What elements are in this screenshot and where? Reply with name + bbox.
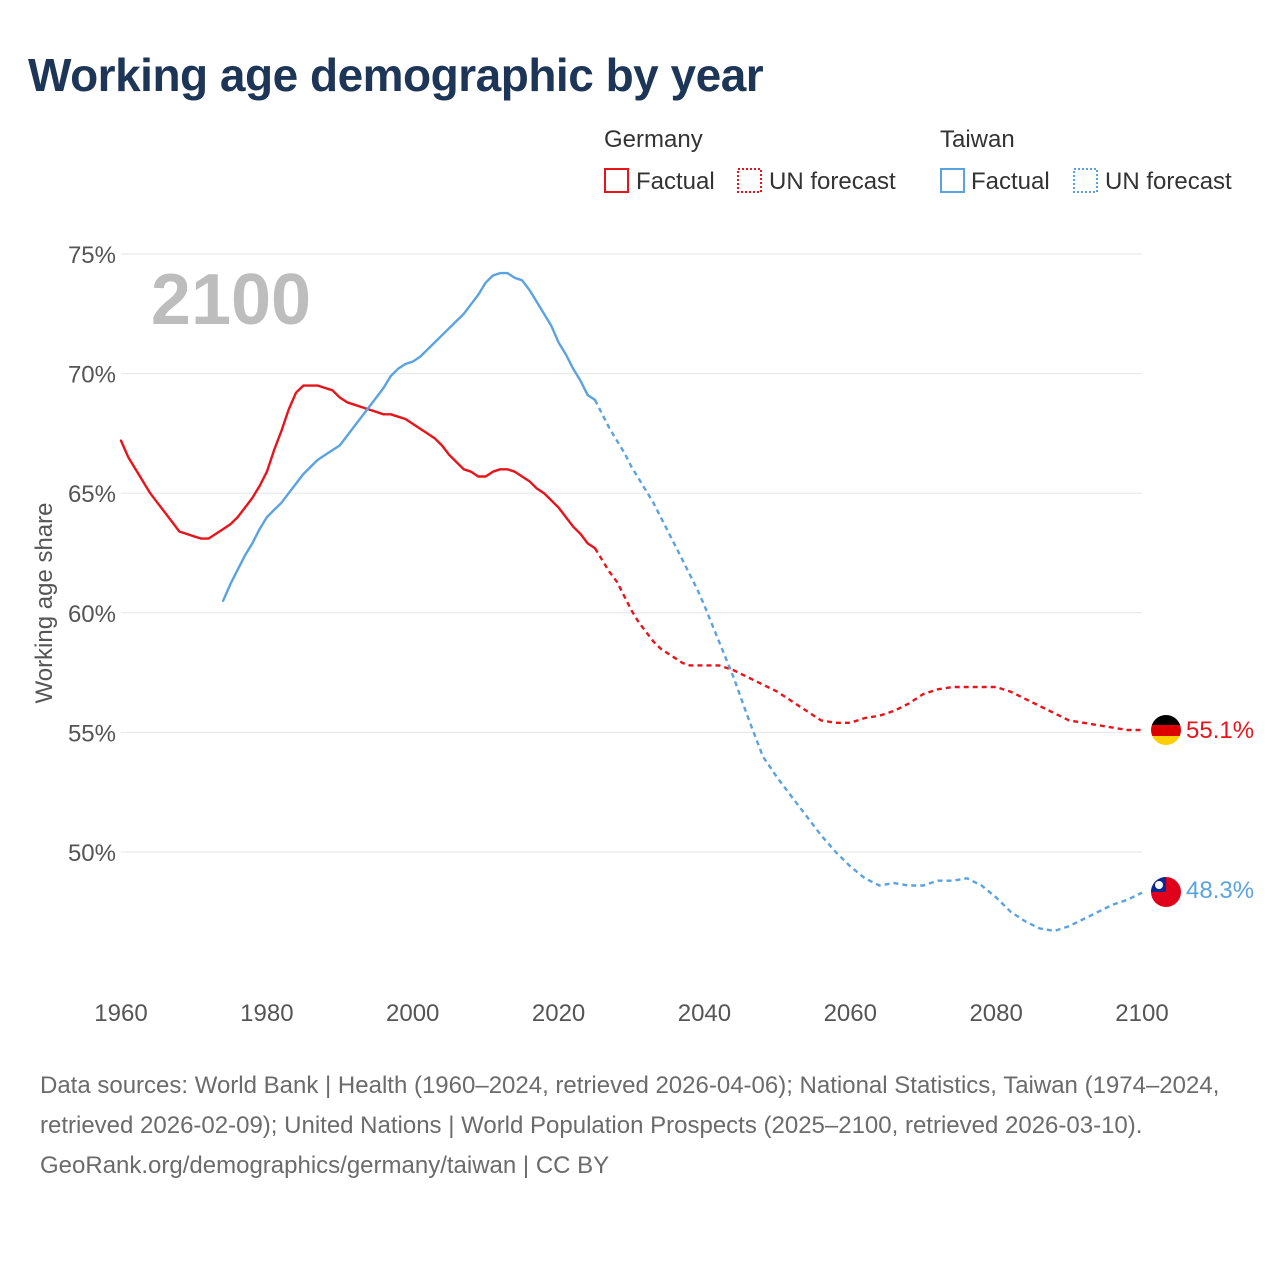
legend-label-taiwan-forecast[interactable]: UN forecast [1105,168,1232,195]
y-tick-label: 55% [68,720,116,747]
footer: Data sources: World Bank | Health (1960–… [40,1066,1250,1186]
legend: Germany Factual UN forecast Taiwan Factu… [604,126,1232,195]
x-tick-label: 2060 [824,1000,877,1027]
y-axis-label: Working age share [31,503,58,704]
x-tick-label: 2100 [1115,1000,1168,1027]
legend-label-germany-forecast[interactable]: UN forecast [769,168,896,195]
x-tick-label: 2080 [969,1000,1022,1027]
taiwan-end-label: 48.3% [1186,877,1254,904]
taiwan-factual-line [221,271,597,602]
chart-area: Germany Factual UN forecast Taiwan Factu… [31,126,1254,1027]
y-axis-ticks: 50% 55% 60% 65% 70% 75% [68,242,116,867]
legend-swatch-germany-forecast[interactable] [737,168,762,193]
germany-forecast-line [593,547,1142,732]
x-tick-label: 2040 [678,1000,731,1027]
legend-label-germany-factual[interactable]: Factual [636,168,715,195]
germany-factual-line [119,384,597,550]
x-tick-label: 1980 [240,1000,293,1027]
credit-link[interactable]: GeoRank.org/demographics/germany/taiwan … [40,1152,610,1179]
x-tick-label: 2000 [386,1000,439,1027]
legend-label-taiwan-factual[interactable]: Factual [971,168,1050,195]
legend-swatch-taiwan-factual[interactable] [940,168,965,193]
x-axis-ticks: 1960 1980 2000 2020 2040 2060 2080 2100 [94,1000,1168,1027]
x-tick-label: 1960 [94,1000,147,1027]
y-tick-label: 70% [68,362,116,389]
data-sources: Data sources: World Bank | Health (1960–… [40,1072,1220,1139]
chart-title: Working age demographic by year [28,49,764,101]
y-tick-label: 75% [68,242,116,269]
legend-group-germany: Germany [604,126,703,153]
grid-lines [121,253,1142,853]
germany-end-label: 55.1% [1186,717,1254,744]
y-tick-label: 50% [68,840,116,867]
legend-group-taiwan: Taiwan [940,126,1015,153]
y-tick-label: 65% [68,481,116,508]
series-lines [119,271,1143,933]
x-tick-label: 2020 [532,1000,585,1027]
taiwan-forecast-line [593,399,1143,933]
taiwan-flag-icon [1151,877,1181,907]
germany-flag-icon [1151,715,1181,745]
year-watermark: 2100 [151,260,311,340]
legend-swatch-taiwan-forecast[interactable] [1073,168,1098,193]
legend-swatch-germany-factual[interactable] [604,168,629,193]
y-tick-label: 60% [68,601,116,628]
